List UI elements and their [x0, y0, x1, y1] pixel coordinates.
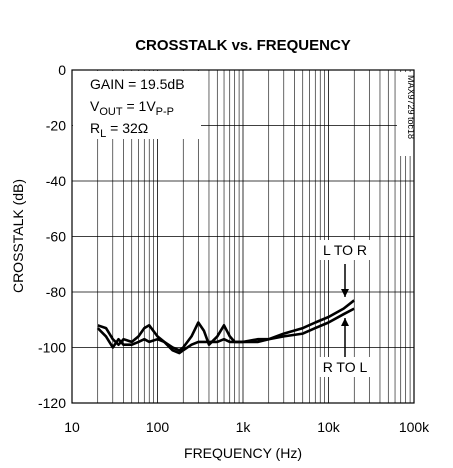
series-line [96, 307, 355, 355]
x-tick-label: 100k [399, 419, 430, 435]
watermark: MAX9729 toc18 [406, 75, 416, 139]
arrow-head [341, 289, 349, 297]
series-label-bg [317, 240, 373, 260]
chart-title: CROSSTALK vs. FREQUENCY [135, 37, 351, 54]
y-tick-label: -20 [46, 118, 66, 134]
subscript: OUT [99, 106, 123, 118]
watermark-bg [397, 72, 411, 156]
text-run: = 32Ω [106, 120, 148, 136]
x-tick-label: 1k [236, 419, 252, 435]
subscript: L [100, 128, 106, 140]
y-tick-label: -60 [46, 229, 66, 245]
x-tick-label: 10k [317, 419, 341, 435]
text-run: V [90, 98, 100, 114]
condition-text: RL = 32Ω [90, 120, 148, 140]
y-axis-label: CROSSTALK (dB) [10, 179, 26, 293]
condition-text: GAIN = 19.5dB [90, 76, 185, 92]
y-tick-label: -100 [38, 340, 66, 356]
arrow-head [341, 318, 349, 326]
text-run: R [90, 120, 100, 136]
conditions-box [73, 71, 201, 139]
y-tick-label: -120 [38, 395, 66, 411]
y-tick-label: -80 [46, 284, 66, 300]
x-axis-label: FREQUENCY (Hz) [184, 445, 302, 461]
series-label: L TO R [323, 242, 367, 258]
text-run: GAIN = 19.5dB [90, 76, 185, 92]
subscript: P-P [156, 106, 174, 118]
y-tick-label: 0 [58, 62, 66, 78]
series-label-bg [317, 357, 373, 377]
x-tick-label: 100 [146, 419, 170, 435]
text-run: = 1V [123, 98, 157, 114]
condition-text: VOUT = 1VP-P [90, 98, 174, 118]
plot-frame [71, 69, 415, 404]
x-tick-label: 10 [64, 419, 80, 435]
series-label: R TO L [323, 359, 368, 375]
series-line [97, 299, 356, 352]
y-tick-label: -40 [46, 173, 66, 189]
